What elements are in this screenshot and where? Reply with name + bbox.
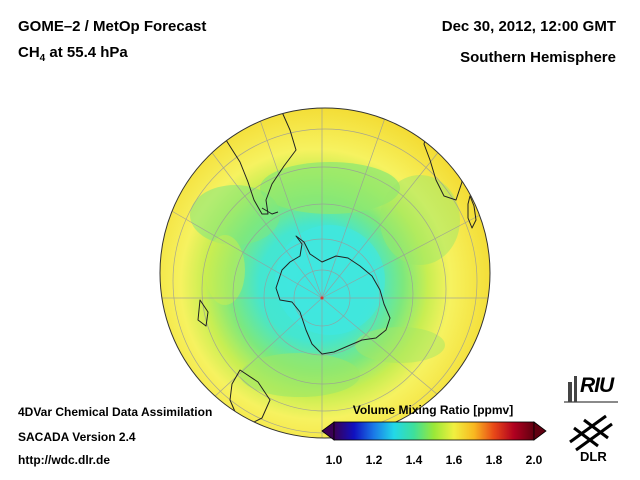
riu-wordmark: RIU: [580, 374, 614, 397]
colorbar-tick-label: 1.2: [365, 453, 383, 467]
species-suffix: at 55.4 hPa: [45, 44, 128, 61]
colorbar-title: Volume Mixing Ratio [ppmv]: [352, 403, 514, 417]
colorbar-tick-label: 1.4: [405, 453, 423, 467]
graticule: [160, 108, 490, 438]
source-url[interactable]: http://wdc.dlr.de: [18, 453, 110, 467]
pole-marker: [320, 296, 324, 300]
colorbar-tick-label: 1.0: [325, 453, 343, 467]
map-title: GOME–2 / MetOp Forecast: [18, 18, 207, 35]
species-prefix: CH: [18, 44, 40, 61]
hemisphere-label: Southern Hemisphere: [460, 49, 616, 66]
riu-bars-icon: [568, 376, 577, 402]
version-label: SACADA Version 2.4: [18, 430, 136, 444]
dlr-wordmark: DLR: [580, 449, 607, 464]
riu-logo: [564, 376, 618, 403]
dlr-emblem-icon: [569, 414, 613, 452]
forecast-datetime: Dec 30, 2012, 12:00 GMT: [441, 18, 616, 35]
globe-outline: [159, 107, 491, 439]
colorbar-low-arrow: [321, 421, 335, 441]
colorbar: [321, 421, 547, 441]
species-subscript: 4: [39, 53, 46, 64]
colorbar-tick-label: 1.8: [485, 453, 503, 467]
colorbar-ramp: [333, 421, 535, 441]
colorbar-tick-label: 2.0: [525, 453, 543, 467]
species-label: CH4 at 55.4 hPa: [18, 44, 128, 64]
method-label: 4DVar Chemical Data Assimilation: [18, 405, 213, 419]
colorbar-tick-label: 1.6: [445, 453, 463, 467]
colorbar-high-arrow: [533, 421, 547, 441]
